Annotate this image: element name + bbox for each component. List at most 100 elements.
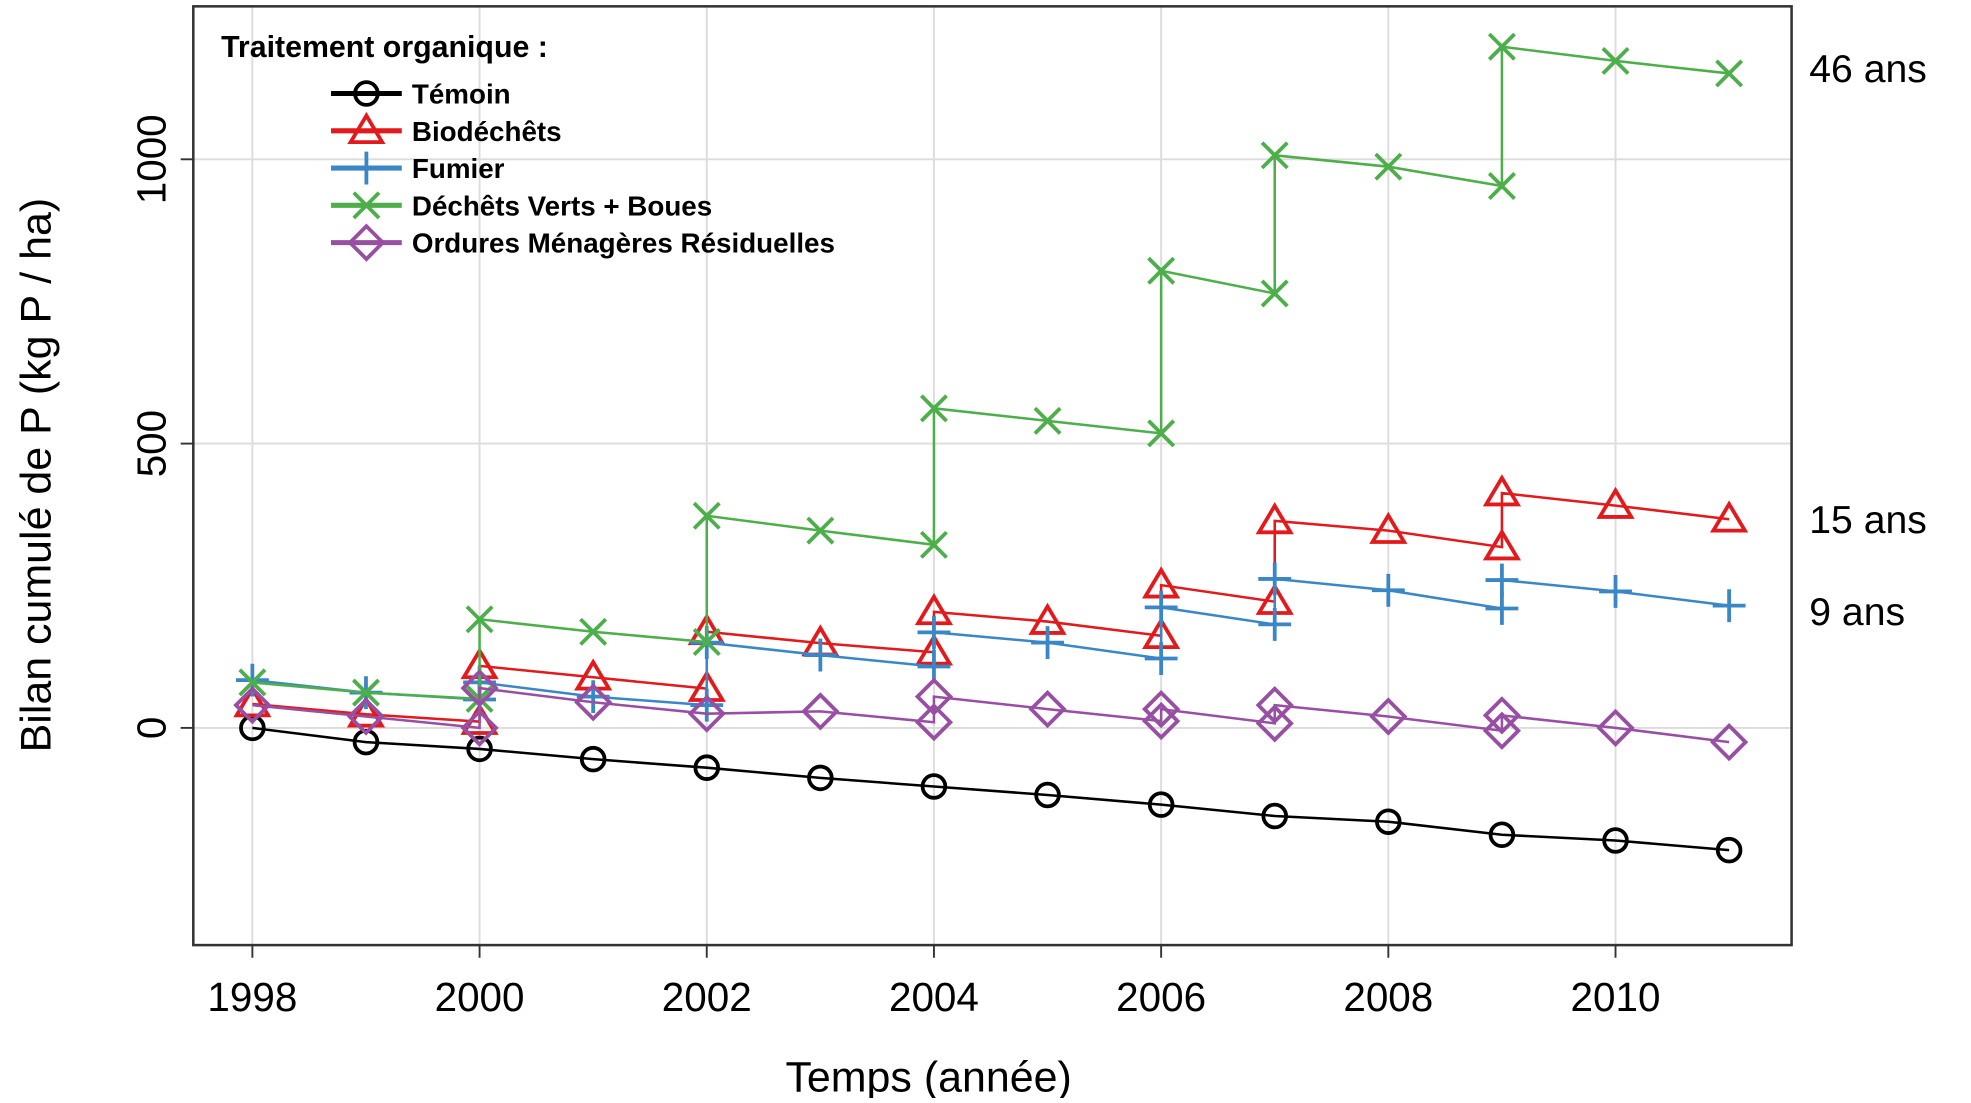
- marker: [687, 694, 726, 733]
- marker: [1258, 607, 1292, 641]
- marker: [1596, 486, 1635, 519]
- marker: [1255, 704, 1294, 743]
- marker: [1369, 511, 1408, 544]
- marker: [1715, 59, 1744, 88]
- marker: [914, 677, 954, 716]
- annotation: 46 ans: [1809, 48, 1927, 91]
- marker: [1261, 802, 1288, 830]
- marker: [1147, 419, 1176, 448]
- marker: [1602, 827, 1629, 854]
- legend-label: Témoin: [412, 79, 511, 110]
- legend-label: Fumier: [412, 153, 505, 184]
- marker: [579, 745, 607, 773]
- marker: [917, 650, 951, 683]
- marker: [806, 516, 835, 545]
- marker: [1369, 697, 1408, 736]
- marker: [807, 764, 834, 792]
- marker: [1487, 32, 1516, 61]
- y-tick-label: 500: [129, 410, 175, 477]
- series-line: [252, 491, 1730, 723]
- marker: [690, 688, 724, 722]
- marker: [1482, 711, 1522, 750]
- marker: [1482, 528, 1522, 561]
- marker: [465, 605, 494, 634]
- x-tick-label: 2004: [889, 974, 979, 1020]
- marker: [579, 617, 608, 646]
- marker: [1485, 592, 1519, 625]
- x-tick-label: 2006: [1116, 974, 1206, 1020]
- marker: [1147, 256, 1176, 285]
- marker: [1147, 791, 1175, 818]
- marker: [349, 151, 383, 185]
- marker: [917, 615, 951, 649]
- x-tick-label: 2010: [1571, 974, 1661, 1020]
- marker: [351, 678, 380, 707]
- marker: [1255, 686, 1294, 725]
- marker: [919, 530, 948, 559]
- marker: [1034, 781, 1061, 809]
- marker: [1033, 406, 1062, 435]
- y-tick-label: 1000: [129, 114, 175, 204]
- x-tick-label: 2002: [662, 974, 752, 1020]
- marker: [692, 628, 721, 657]
- marker: [466, 735, 493, 763]
- marker: [1709, 500, 1749, 533]
- marker: [919, 394, 948, 423]
- marker: [1258, 562, 1292, 596]
- marker: [1482, 474, 1522, 507]
- marker: [1599, 575, 1632, 608]
- marker: [233, 686, 272, 725]
- marker: [1601, 46, 1630, 75]
- legend-label: Biodéchêts: [412, 116, 562, 147]
- marker: [1482, 696, 1522, 735]
- marker: [1485, 563, 1519, 597]
- marker: [1596, 708, 1635, 747]
- series-line: [252, 577, 1730, 707]
- legend-title: Traitement organique :: [221, 31, 548, 64]
- plot-frame: [192, 5, 1793, 947]
- marker: [1031, 626, 1064, 660]
- y-axis-label: Bilan cumulé de P (kg P / ha): [13, 198, 61, 753]
- marker: [693, 754, 721, 781]
- marker: [1374, 152, 1403, 181]
- marker: [692, 501, 721, 530]
- x-tick-label: 2008: [1343, 974, 1433, 1020]
- marker: [352, 191, 381, 220]
- marker: [353, 80, 380, 107]
- marker: [1255, 502, 1294, 535]
- marker: [346, 695, 386, 728]
- marker: [1712, 589, 1746, 623]
- marker: [1487, 172, 1516, 200]
- marker: [346, 697, 386, 736]
- marker: [347, 223, 386, 262]
- marker: [1371, 573, 1405, 607]
- marker: [574, 683, 613, 722]
- marker: [914, 703, 954, 742]
- marker: [238, 668, 267, 697]
- annotation: 9 ans: [1809, 591, 1905, 634]
- series-line: [252, 45, 1730, 701]
- y-tick-label: 0: [129, 717, 175, 739]
- annotation: 15 ans: [1809, 499, 1927, 542]
- marker: [460, 668, 499, 708]
- marker: [1144, 642, 1178, 675]
- marker: [1028, 690, 1067, 729]
- marker: [920, 773, 948, 800]
- marker: [1375, 808, 1402, 835]
- legend-label: Déchêts Verts + Boues: [412, 190, 712, 221]
- marker: [801, 692, 840, 731]
- x-axis-label: Temps (année): [785, 1054, 1071, 1098]
- marker: [1142, 690, 1181, 729]
- marker: [803, 638, 837, 672]
- legend-label: Ordures Ménagères Résiduelles: [412, 228, 835, 259]
- marker: [347, 111, 386, 145]
- marker: [1260, 141, 1289, 170]
- marker: [460, 708, 499, 747]
- x-tick-label: 1998: [207, 974, 297, 1020]
- marker: [1715, 836, 1743, 864]
- marker: [1488, 821, 1516, 849]
- marker: [1144, 590, 1178, 624]
- marker: [1710, 723, 1749, 762]
- series-line: [252, 726, 1730, 852]
